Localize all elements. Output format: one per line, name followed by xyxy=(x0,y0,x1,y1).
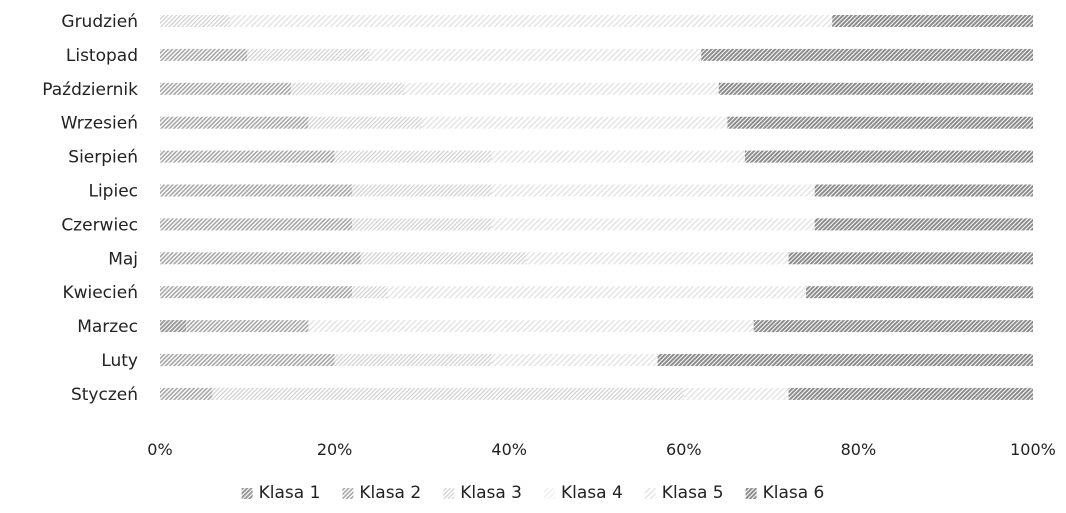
bar-segment-pazdziernik-klasa-3 xyxy=(290,82,405,95)
legend-label: Klasa 5 xyxy=(662,483,724,503)
bar-segment-sierpien-klasa-5 xyxy=(491,150,745,163)
bar-segment-grudzien-klasa-6 xyxy=(832,15,1033,27)
category-label-sierpien: Sierpień xyxy=(68,148,138,168)
bar-segment-styczen-klasa-6 xyxy=(788,387,1033,400)
bar-segment-listopad-klasa-2 xyxy=(160,48,248,61)
category-label-wrzesien: Wrzesień xyxy=(61,114,138,134)
bar-segment-listopad-klasa-5 xyxy=(369,48,702,61)
bar-segment-luty-klasa-2 xyxy=(160,354,335,366)
bar-segment-czerwiec-klasa-3 xyxy=(352,218,492,231)
bar-segment-wrzesien-klasa-3 xyxy=(308,116,422,129)
bar-segment-marzec-klasa-1 xyxy=(160,320,187,333)
bar-segment-styczen-klasa-5 xyxy=(683,387,789,400)
bar-segment-maj-klasa-3 xyxy=(360,252,527,265)
bar-segment-luty-klasa-6 xyxy=(657,354,1033,366)
bar-segment-luty-klasa-3 xyxy=(334,354,492,366)
bar-segment-kwiecien-klasa-5 xyxy=(386,286,807,299)
category-label-pazdziernik: Październik xyxy=(42,80,138,100)
legend-swatch xyxy=(745,488,757,499)
bar-segment-pazdziernik-klasa-5 xyxy=(404,82,719,95)
bar-segment-maj-klasa-2 xyxy=(160,252,361,265)
legend: Klasa 1 Klasa 2 Klasa 3 Klasa 4 Klasa 5 Klasa… xyxy=(241,483,825,503)
x-axis-tick-labels: 0% 20% 40% 60% 80% 100% xyxy=(147,440,1056,459)
bar-segment-listopad-klasa-6 xyxy=(701,48,1033,61)
legend-label: Klasa 6 xyxy=(763,483,825,503)
bar-segment-kwiecien-klasa-2 xyxy=(160,286,353,299)
bar-segment-lipiec-klasa-3 xyxy=(352,184,492,197)
bar-segment-marzec-klasa-2 xyxy=(186,320,309,333)
x-tick-label: 20% xyxy=(317,440,353,459)
bar-segment-grudzien-klasa-5 xyxy=(229,15,833,27)
bar-segment-kwiecien-klasa-3 xyxy=(352,286,387,299)
legend-swatch xyxy=(644,488,656,499)
bar-segment-listopad-klasa-3 xyxy=(247,48,370,61)
bar-segment-lipiec-klasa-6 xyxy=(814,184,1033,197)
legend-swatch xyxy=(241,488,253,499)
bar-segment-marzec-klasa-5 xyxy=(308,320,754,333)
legend-item-klasa-3: Klasa 3 xyxy=(443,483,522,503)
bar-segment-styczen-klasa-2 xyxy=(160,387,213,400)
category-label-kwiecien: Kwiecień xyxy=(62,283,138,303)
bar-segment-wrzesien-klasa-2 xyxy=(160,116,309,129)
bar-segment-sierpien-klasa-6 xyxy=(744,150,1033,163)
bar-segment-wrzesien-klasa-6 xyxy=(727,116,1033,129)
category-label-styczen: Styczeń xyxy=(71,385,138,405)
category-label-grudzien: Grudzień xyxy=(61,12,138,32)
bar-segment-sierpien-klasa-3 xyxy=(334,150,492,163)
bar-segment-kwiecien-klasa-6 xyxy=(806,286,1033,299)
bar-segment-styczen-klasa-3 xyxy=(212,387,684,400)
legend-item-klasa-1: Klasa 1 xyxy=(241,483,321,503)
legend-label: Klasa 2 xyxy=(359,483,421,503)
legend-label: Klasa 4 xyxy=(561,483,623,503)
x-tick-label: 80% xyxy=(841,440,877,459)
bar-segment-pazdziernik-klasa-2 xyxy=(160,82,291,95)
bar-segment-maj-klasa-5 xyxy=(526,252,789,265)
category-label-czerwiec: Czerwiec xyxy=(61,215,138,235)
legend-label: Klasa 1 xyxy=(259,483,321,503)
legend-item-klasa-4: Klasa 4 xyxy=(544,483,623,503)
bar-segment-maj-klasa-6 xyxy=(788,252,1033,265)
category-label-maj: Maj xyxy=(108,249,138,269)
legend-item-klasa-2: Klasa 2 xyxy=(342,483,421,503)
bar-segment-czerwiec-klasa-5 xyxy=(491,218,815,231)
legend-item-klasa-6: Klasa 6 xyxy=(745,483,825,503)
legend-swatch xyxy=(443,488,455,499)
x-tick-label: 100% xyxy=(1010,440,1056,459)
bar-segment-czerwiec-klasa-2 xyxy=(160,218,353,231)
category-label-marzec: Marzec xyxy=(77,317,138,337)
category-label-luty: Luty xyxy=(101,351,138,371)
category-labels: Styczeń Luty Marzec Kwiecień Maj Czerwiec Lipi… xyxy=(42,12,138,405)
bar-segment-pazdziernik-klasa-6 xyxy=(718,82,1033,95)
category-label-listopad: Listopad xyxy=(66,46,138,66)
x-tick-label: 40% xyxy=(491,440,527,459)
bar-segment-czerwiec-klasa-6 xyxy=(814,218,1033,231)
legend-swatch xyxy=(544,488,555,499)
x-tick-label: 0% xyxy=(147,440,172,459)
category-label-lipiec: Lipiec xyxy=(88,182,138,202)
legend-label: Klasa 3 xyxy=(460,483,522,503)
bar-segment-sierpien-klasa-2 xyxy=(160,150,335,163)
bar-segment-wrzesien-klasa-5 xyxy=(421,116,728,129)
bar-segment-lipiec-klasa-5 xyxy=(491,184,815,197)
bars-layer xyxy=(160,15,1033,400)
bar-segment-luty-klasa-5 xyxy=(491,354,658,366)
legend-item-klasa-5: Klasa 5 xyxy=(644,483,724,503)
legend-swatch xyxy=(342,488,354,499)
bar-segment-grudzien-klasa-3 xyxy=(160,15,230,27)
bar-segment-marzec-klasa-6 xyxy=(753,320,1033,333)
x-tick-label: 60% xyxy=(666,440,702,459)
bar-segment-lipiec-klasa-2 xyxy=(160,184,353,197)
